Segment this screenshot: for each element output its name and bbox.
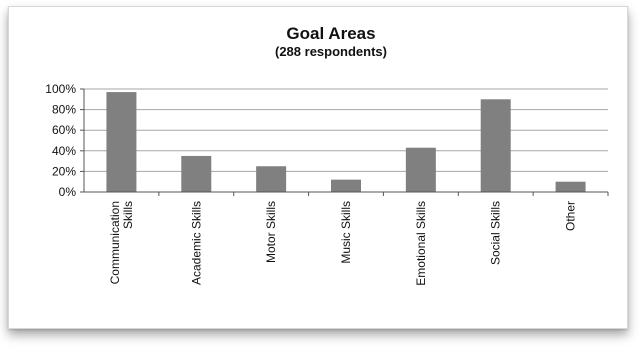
x-category-label-line: Emotional Skills bbox=[414, 201, 428, 286]
bar bbox=[181, 155, 212, 192]
x-category-label-line: Communication bbox=[108, 201, 122, 284]
x-category-label-line: Music Skills bbox=[339, 201, 353, 264]
bar-layer bbox=[106, 92, 586, 192]
axis-layer bbox=[83, 89, 608, 193]
grid-layer bbox=[84, 88, 608, 172]
x-category-label: Motor Skills bbox=[264, 201, 278, 263]
bar bbox=[106, 92, 137, 192]
x-category-label-line: Social Skills bbox=[489, 201, 503, 265]
chart-title: Goal Areas bbox=[286, 24, 375, 43]
bar bbox=[331, 179, 361, 192]
bar bbox=[256, 166, 287, 192]
y-tick-label: 40% bbox=[52, 144, 76, 158]
bar bbox=[555, 181, 586, 192]
chart-subtitle: (288 respondents) bbox=[275, 44, 387, 59]
bar bbox=[405, 147, 436, 192]
chart-card: Goal Areas (288 respondents) 0% 20% 40% 60%… bbox=[8, 6, 628, 329]
x-category-label: Academic Skills bbox=[189, 201, 203, 285]
x-category-label: CommunicationSkills bbox=[108, 201, 135, 284]
y-tick-label: 80% bbox=[52, 103, 76, 117]
x-category-label-line: Academic Skills bbox=[189, 201, 203, 285]
y-tick-label: 60% bbox=[52, 123, 76, 137]
x-category-label: Music Skills bbox=[339, 201, 353, 264]
chart-svg: Goal Areas (288 respondents) 0% 20% 40% 60%… bbox=[45, 24, 609, 286]
y-tick-label: 20% bbox=[52, 164, 76, 178]
y-tick-labels: 0% 20% 40% 60% 80% 100% bbox=[45, 82, 84, 199]
y-tick-label: 0% bbox=[59, 185, 77, 199]
category-labels: CommunicationSkills Academic Skills Motor … bbox=[108, 192, 609, 286]
x-category-label-line: Skills bbox=[121, 201, 135, 229]
x-category-label: Social Skills bbox=[489, 201, 503, 265]
bar bbox=[480, 99, 511, 192]
x-category-label-line: Other bbox=[564, 201, 578, 231]
x-category-label: Emotional Skills bbox=[414, 201, 428, 286]
x-category-label-line: Motor Skills bbox=[264, 201, 278, 263]
x-category-label: Other bbox=[564, 201, 578, 231]
y-tick-label: 100% bbox=[45, 82, 76, 96]
